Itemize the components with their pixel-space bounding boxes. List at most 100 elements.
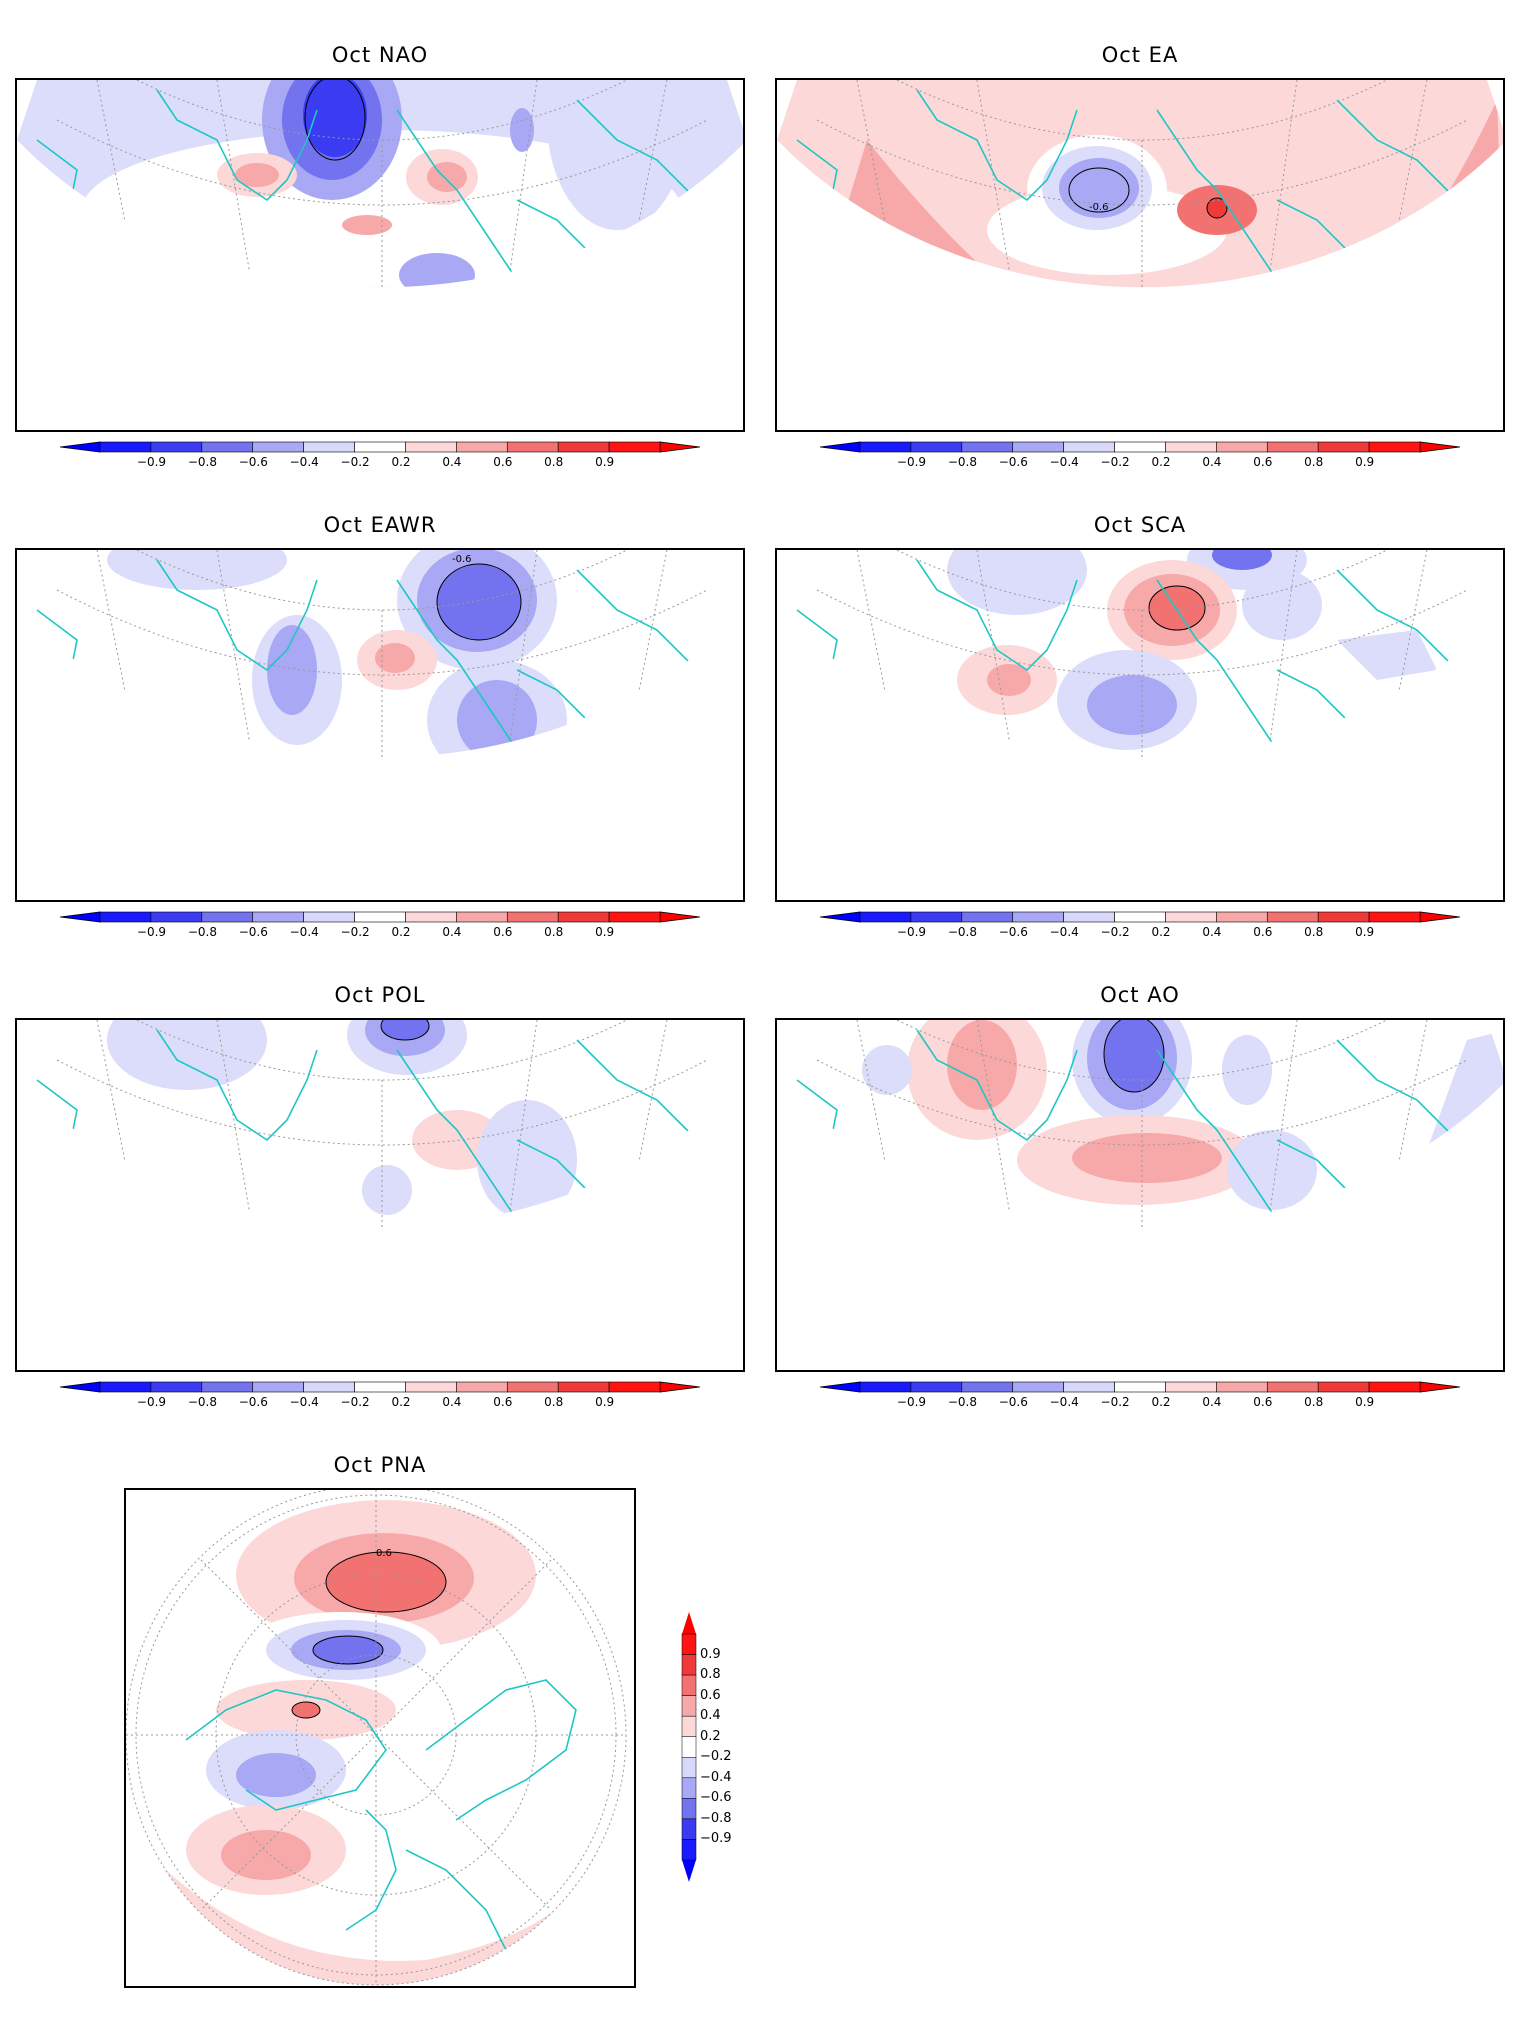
colorbar-tick-label: 0.2: [1151, 455, 1171, 469]
colorbar-tick-label: −0.4: [1049, 455, 1079, 469]
colorbar-swatch: [557, 1381, 610, 1393]
colorbar-tick-label: 0.6: [1253, 925, 1273, 939]
colorbar-swatch: [961, 911, 1014, 923]
map-pna: 0.6: [124, 1488, 636, 1988]
colorbar-tick-label: −0.8: [187, 455, 217, 469]
colorbar-tick-label: −0.6: [238, 1395, 268, 1409]
panel-title-pna: Oct PNA: [333, 1453, 427, 1477]
colorbar-tick-label: 0.6: [1253, 1395, 1273, 1409]
colorbar-extend-low: [59, 1381, 101, 1393]
colorbar-tick-label: 0.9: [700, 1646, 721, 1662]
panel-title-ao: Oct AO: [1100, 983, 1180, 1007]
colorbar-swatch: [608, 911, 661, 923]
colorbar-tick-label: 0.4: [700, 1708, 721, 1724]
colorbar-tick-label: −0.9: [896, 455, 927, 469]
colorbar-tick-label: 0.9: [595, 1395, 615, 1409]
colorbar-swatch: [405, 1381, 457, 1393]
colorbar-swatch: [1165, 441, 1217, 453]
colorbar-swatch: [354, 441, 406, 453]
colorbar-tick-label: −0.9: [136, 925, 167, 939]
colorbar-swatch: [1114, 911, 1166, 923]
colorbar-tick-label: −0.2: [1100, 1395, 1130, 1409]
colorbar-swatch: [1012, 441, 1064, 453]
colorbar-swatch: [354, 911, 406, 923]
colorbar-extend-high: [682, 1612, 696, 1634]
colorbar-swatch: [681, 1633, 697, 1655]
colorbar-pol: −0.9 −0.8 −0.6 −0.4 −0.2 0.2 0.4 0.6 0.8 0.9: [59, 1380, 701, 1414]
colorbar-ea: −0.9 −0.8 −0.6 −0.4 −0.2 0.2 0.4 0.6 0.8 0.9: [819, 440, 1461, 474]
panel-title-nao: Oct NAO: [331, 43, 429, 67]
colorbar-tick-label: 0.8: [1304, 455, 1324, 469]
colorbar-tick-label: −0.9: [136, 1395, 167, 1409]
colorbar-extend-high: [659, 1381, 701, 1393]
colorbar-swatch: [1317, 911, 1370, 923]
colorbar-pna: 0.9 0.8 0.6 0.4 0.2 −0.2 −0.4 −0.6 −0.8 −0.9: [680, 1612, 740, 1882]
colorbar-tick-label: 0.2: [391, 925, 411, 939]
colorbar-swatch: [1317, 441, 1370, 453]
colorbar-swatch: [201, 441, 254, 453]
colorbar-swatch: [1266, 1381, 1319, 1393]
colorbar-tick-label: 0.6: [493, 455, 513, 469]
colorbar-ao: −0.9 −0.8 −0.6 −0.4 −0.2 0.2 0.4 0.6 0.8 0.9: [819, 1380, 1461, 1414]
colorbar-tick-label: 0.9: [1355, 455, 1375, 469]
colorbar-tick-label: −0.2: [340, 455, 370, 469]
colorbar-tick-label: −0.2: [340, 1395, 370, 1409]
colorbar-swatch: [99, 1381, 152, 1393]
colorbar-tick-label: −0.2: [1100, 455, 1130, 469]
colorbar-tick-label: −0.9: [896, 1395, 927, 1409]
colorbar-tick-label: −0.2: [1100, 925, 1130, 939]
colorbar-swatch: [354, 1381, 406, 1393]
colorbar-swatch: [859, 911, 912, 923]
colorbar-tick-label: 0.8: [700, 1667, 721, 1683]
colorbar-swatch: [1012, 1381, 1064, 1393]
colorbar-tick-label: −0.8: [947, 925, 977, 939]
colorbar-swatch: [1063, 1381, 1115, 1393]
pna-contour-label: 0.6: [376, 1548, 392, 1559]
colorbar-swatch: [961, 441, 1014, 453]
colorbar-tick-label: 0.9: [595, 455, 615, 469]
colorbar-swatch: [1266, 911, 1319, 923]
panel-title-eawr: Oct EAWR: [323, 513, 437, 537]
colorbar-swatch: [1216, 911, 1268, 923]
colorbar-tick-label: −0.4: [700, 1769, 732, 1785]
colorbar-swatch: [150, 1381, 203, 1393]
colorbar-swatch: [1216, 441, 1268, 453]
map-nao: [15, 78, 745, 432]
map-nao-svg: [17, 80, 743, 288]
colorbar-swatch: [99, 441, 152, 453]
colorbar-swatch: [681, 1818, 697, 1840]
colorbar-swatch: [608, 441, 661, 453]
colorbar-sca: −0.9 −0.8 −0.6 −0.4 −0.2 0.2 0.4 0.6 0.8 0.9: [819, 910, 1461, 944]
colorbar-tick-label: −0.4: [1049, 925, 1079, 939]
colorbar-tick-label: −0.8: [187, 1395, 217, 1409]
colorbar-swatch: [910, 1381, 963, 1393]
map-pol: [15, 1018, 745, 1372]
colorbar-tick-label: 0.2: [391, 455, 411, 469]
colorbar-swatch: [681, 1798, 697, 1820]
colorbar-swatch: [303, 1381, 355, 1393]
colorbar-swatch: [1368, 441, 1421, 453]
map-eawr: -0.6: [15, 548, 745, 902]
colorbar-swatch: [1063, 441, 1115, 453]
colorbar-swatch: [681, 1777, 697, 1799]
colorbar-swatch: [506, 911, 559, 923]
colorbar-tick-label: −0.6: [238, 925, 268, 939]
colorbar-extend-low: [819, 911, 861, 923]
colorbar-tick-label: −0.4: [289, 1395, 319, 1409]
colorbar-tick-label: −0.8: [947, 455, 977, 469]
colorbar-tick-label: 0.4: [1202, 925, 1222, 939]
colorbar-swatch: [681, 1695, 697, 1717]
colorbar-extend-high: [659, 911, 701, 923]
colorbar-tick-label: −0.8: [187, 925, 217, 939]
colorbar-swatch: [681, 1736, 697, 1758]
colorbar-swatch: [557, 911, 610, 923]
colorbar-tick-label: −0.8: [947, 1395, 977, 1409]
colorbar-swatch: [405, 911, 457, 923]
colorbar-tick-label: 0.8: [544, 1395, 564, 1409]
colorbar-tick-label: −0.4: [289, 925, 319, 939]
colorbar-tick-label: −0.6: [998, 1395, 1028, 1409]
map-sca: [775, 548, 1505, 902]
colorbar-swatch: [1114, 1381, 1166, 1393]
colorbar-extend-high: [1419, 1381, 1461, 1393]
colorbar-extend-low: [682, 1860, 696, 1882]
